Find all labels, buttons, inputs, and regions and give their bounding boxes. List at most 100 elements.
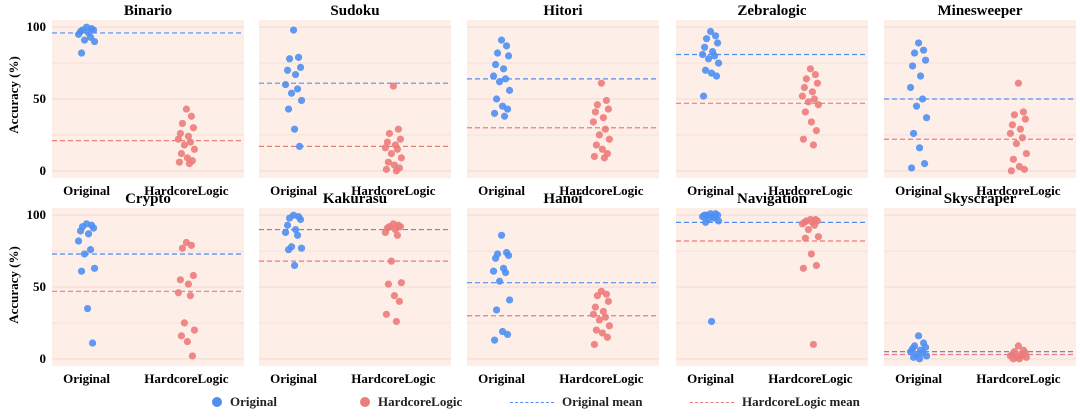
- point-kakurasu-hardcore-6: [381, 228, 389, 237]
- point-hitori-hardcore-10: [592, 141, 601, 149]
- point-sudoku-original-6: [281, 81, 290, 89]
- point-kakurasu-hardcore-10: [384, 280, 392, 288]
- point-zebralogic-original-3: [713, 39, 722, 47]
- point-hitori-original-0: [497, 36, 506, 44]
- point-skyscraper-hardcore-11: [1015, 355, 1024, 363]
- point-navigation-original-6: [698, 213, 707, 221]
- legend-label-hardcore-mean: HardcoreLogic mean: [742, 394, 860, 409]
- point-hitori-hardcore-7: [601, 125, 610, 133]
- point-hanoi-hardcore-2: [593, 292, 602, 300]
- point-kakurasu-original-11: [290, 261, 299, 270]
- point-kakurasu-hardcore-12: [395, 297, 403, 305]
- point-sudoku-original-10: [284, 105, 293, 113]
- legend-item-hardcore: HardcoreLogic: [360, 394, 462, 410]
- point-navigation-hardcore-12: [812, 261, 821, 270]
- point-crypto-original-10: [77, 267, 86, 275]
- point-minesweeper-hardcore-10: [1009, 155, 1018, 163]
- point-crypto-hardcore-12: [188, 352, 196, 360]
- point-hanoi-hardcore-12: [603, 333, 612, 341]
- point-minesweeper-hardcore-8: [1012, 139, 1021, 148]
- point-minesweeper-hardcore-3: [1021, 115, 1029, 123]
- point-kakurasu-original-7: [293, 231, 302, 239]
- y-axis-label-row-2: Accuracy (%): [6, 246, 21, 324]
- point-minesweeper-hardcore-9: [1022, 149, 1030, 158]
- point-sudoku-hardcore-14: [392, 167, 400, 175]
- point-zebralogic-hardcore-14: [809, 141, 818, 149]
- y-tick-label-crypto-0: 0: [40, 351, 47, 366]
- point-zebralogic-hardcore-1: [811, 70, 820, 79]
- point-zebralogic-hardcore-10: [801, 108, 810, 116]
- point-minesweeper-hardcore-5: [1016, 125, 1024, 133]
- point-binario-hardcore-8: [180, 141, 188, 149]
- point-navigation-hardcore-13: [799, 264, 808, 272]
- x-tick-label-sudoku-1: HardcoreLogic: [351, 183, 435, 198]
- point-zebralogic-original-9: [714, 59, 723, 67]
- point-minesweeper-original-11: [915, 144, 924, 152]
- point-minesweeper-hardcore-4: [1008, 121, 1017, 129]
- panel-skyscraper: Skyscraper Original HardcoreLogic: [884, 191, 1076, 386]
- x-tick-label-skyscraper-1: HardcoreLogic: [976, 371, 1060, 386]
- x-tick-label-minesweeper-0: Original: [895, 183, 942, 198]
- point-hitori-original-4: [491, 60, 500, 69]
- point-crypto-hardcore-8: [180, 319, 188, 327]
- x-tick-label-navigation-1: HardcoreLogic: [768, 371, 852, 386]
- point-sudoku-original-0: [289, 26, 298, 34]
- point-minesweeper-original-7: [918, 95, 927, 103]
- point-minesweeper-original-4: [908, 62, 917, 70]
- point-hanoi-original-13: [490, 336, 499, 344]
- point-minesweeper-hardcore-1: [1019, 108, 1027, 116]
- point-hanoi-original-6: [489, 267, 498, 275]
- point-kakurasu-original-10: [284, 246, 293, 254]
- panel-crypto: 0 50 100 Crypto Original HardcoreLogic: [27, 191, 244, 386]
- point-kakurasu-hardcore-13: [382, 310, 390, 318]
- panel-title-skyscraper: Skyscraper: [944, 191, 1017, 207]
- legend-marker-original: [212, 397, 222, 407]
- point-hitori-hardcore-0: [597, 79, 606, 87]
- point-hitori-original-7: [501, 75, 510, 83]
- point-crypto-hardcore-4: [176, 276, 184, 284]
- point-minesweeper-original-0: [914, 39, 923, 47]
- point-binario-hardcore-0: [182, 105, 190, 113]
- point-sudoku-original-2: [285, 55, 294, 63]
- point-skyscraper-original-0: [914, 332, 923, 340]
- legend-item-original: Original: [212, 394, 277, 410]
- legend-label-hardcore: HardcoreLogic: [378, 394, 463, 409]
- point-sudoku-hardcore-9: [397, 154, 405, 162]
- point-hitori-hardcore-2: [593, 101, 602, 109]
- point-hitori-hardcore-3: [604, 105, 613, 113]
- panel-zebralogic: Zebralogic Original HardcoreLogic: [676, 3, 868, 198]
- point-navigation-hardcore-7: [810, 221, 819, 229]
- point-hanoi-original-12: [503, 330, 512, 338]
- point-navigation-hardcore-8: [804, 225, 813, 234]
- point-minesweeper-original-5: [916, 72, 925, 80]
- point-zebralogic-hardcore-2: [802, 75, 811, 83]
- point-crypto-original-8: [80, 250, 89, 258]
- point-zebralogic-hardcore-5: [808, 88, 817, 96]
- panel-title-navigation: Navigation: [737, 191, 808, 207]
- point-minesweeper-original-12: [920, 160, 929, 168]
- x-tick-label-kakurasu-1: HardcoreLogic: [351, 371, 435, 386]
- point-skyscraper-original-6: [906, 348, 915, 356]
- point-minesweeper-hardcore-6: [1006, 129, 1015, 138]
- point-skyscraper-hardcore-9: [1022, 353, 1030, 361]
- x-tick-label-hitori-1: HardcoreLogic: [559, 183, 643, 198]
- legend-item-original-mean: Original mean: [510, 394, 643, 410]
- point-hanoi-original-4: [491, 254, 500, 262]
- legend-label-original: Original: [230, 394, 277, 409]
- y-tick-label-binario-50: 50: [33, 91, 46, 106]
- point-zebralogic-hardcore-7: [810, 95, 819, 103]
- point-crypto-hardcore-6: [174, 289, 182, 297]
- point-sudoku-hardcore-13: [382, 165, 390, 173]
- point-kakurasu-original-5: [291, 225, 300, 234]
- point-skyscraper-original-10: [909, 353, 918, 361]
- point-hanoi-original-10: [492, 306, 501, 314]
- point-kakurasu-original-2: [285, 214, 294, 222]
- panel-title-hitori: Hitori: [543, 3, 582, 19]
- point-binario-hardcore-2: [178, 119, 186, 128]
- point-zebralogic-hardcore-9: [814, 101, 823, 109]
- point-binario-hardcore-13: [175, 158, 183, 166]
- x-tick-label-hanoi-1: HardcoreLogic: [559, 371, 643, 386]
- point-binario-hardcore-10: [177, 149, 185, 158]
- point-minesweeper-hardcore-12: [1020, 165, 1028, 173]
- point-kakurasu-hardcore-8: [387, 257, 395, 265]
